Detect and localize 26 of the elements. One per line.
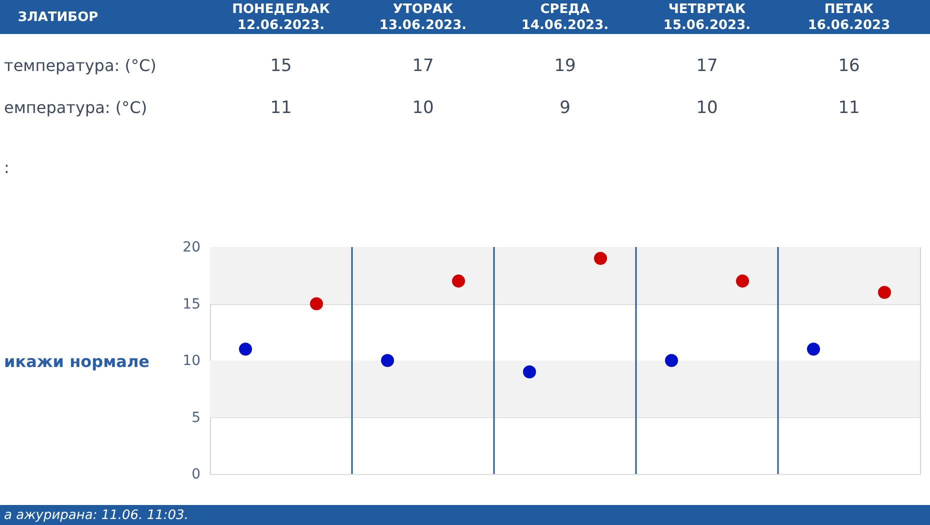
data-label: 11 [270, 98, 292, 118]
data-label: 17 [412, 56, 434, 76]
text: а ажурирана: 11.06. 11:03. [4, 508, 188, 523]
text: ЧЕТВРТАК 15.06.2023. [663, 2, 751, 33]
text: ЗЛАТИБОР [18, 10, 98, 25]
data-label: 15 [270, 56, 292, 76]
text: : [4, 158, 10, 177]
text: ПЕТАК 16.06.2023 [808, 2, 890, 33]
y-tick-label: 5 [192, 410, 200, 426]
data-label: 17 [696, 56, 718, 76]
text: УТОРАК 13.06.2023. [379, 2, 467, 33]
y-tick-label: 10 [182, 353, 200, 369]
text: икажи нормале [4, 352, 150, 371]
y-tick-label: 20 [182, 240, 200, 256]
text: емпература: (°C) [4, 98, 148, 117]
text: температура: (°C) [4, 56, 156, 75]
data-label: 19 [554, 56, 576, 76]
data-label: 11 [838, 98, 860, 118]
text: СРЕДА 14.06.2023. [521, 2, 609, 33]
data-label: 10 [412, 98, 434, 118]
text: ПОНЕДЕЉАК 12.06.2023. [232, 2, 330, 33]
y-tick-label: 15 [182, 296, 200, 312]
data-label: 16 [838, 56, 860, 76]
y-tick-label: 0 [192, 466, 200, 482]
data-label: 10 [696, 98, 718, 118]
data-label: 9 [560, 98, 570, 118]
